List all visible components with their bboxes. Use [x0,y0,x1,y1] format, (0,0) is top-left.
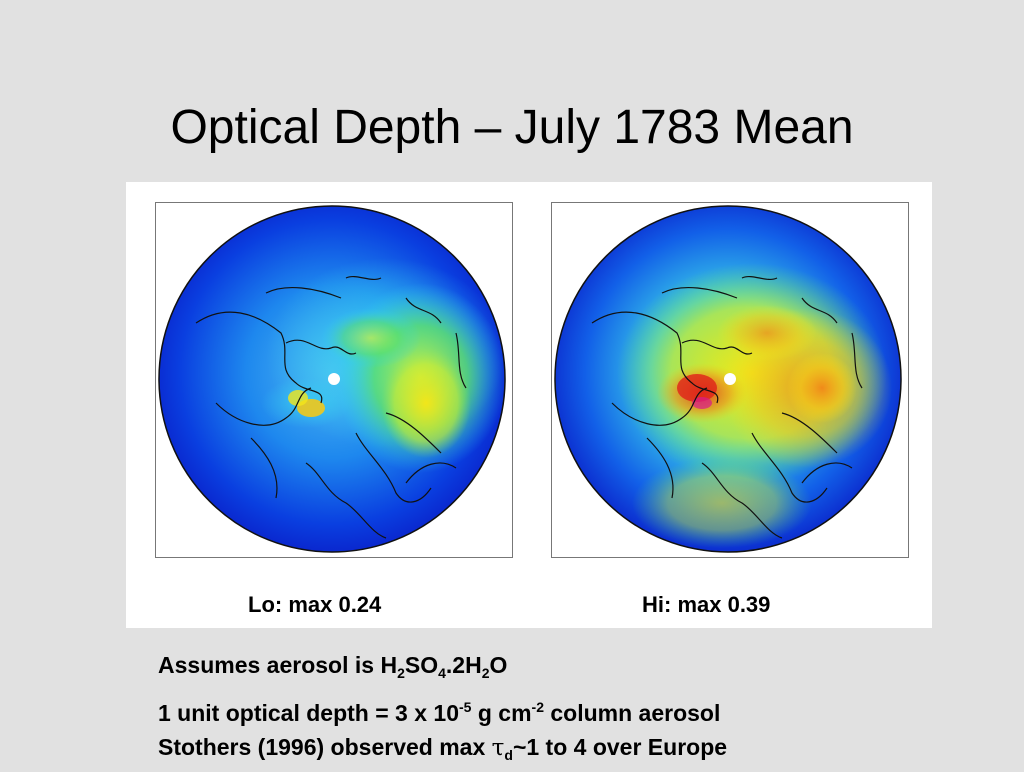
caption-lo: Lo: max 0.24 [248,592,382,617]
slide-title: Optical Depth – July 1783 Mean [170,101,854,154]
note-line-aerosol: Assumes aerosol is H2SO4.2H2O [158,652,508,681]
coastlines-hi [591,275,863,539]
pole-marker-hi [724,373,736,385]
figure-panel: Lo: max 0.24 Hi: max 0.39 [126,182,932,628]
caption-hi: Hi: max 0.39 [642,592,771,617]
polar-map-lo [158,205,506,553]
pole-marker-lo [328,373,340,385]
map-lo [155,202,513,558]
polar-map-hi [554,205,902,553]
notes-block: Assumes aerosol is H2SO4.2H2O 1 unit opt… [158,648,918,772]
coastlines-lo [195,275,467,539]
note-line-stothers: Stothers (1996) observed max τd~1 to 4 o… [158,734,728,763]
map-hi [551,202,909,558]
note-line-unit: 1 unit optical depth = 3 x 10-5 g cm-2 c… [158,699,721,726]
